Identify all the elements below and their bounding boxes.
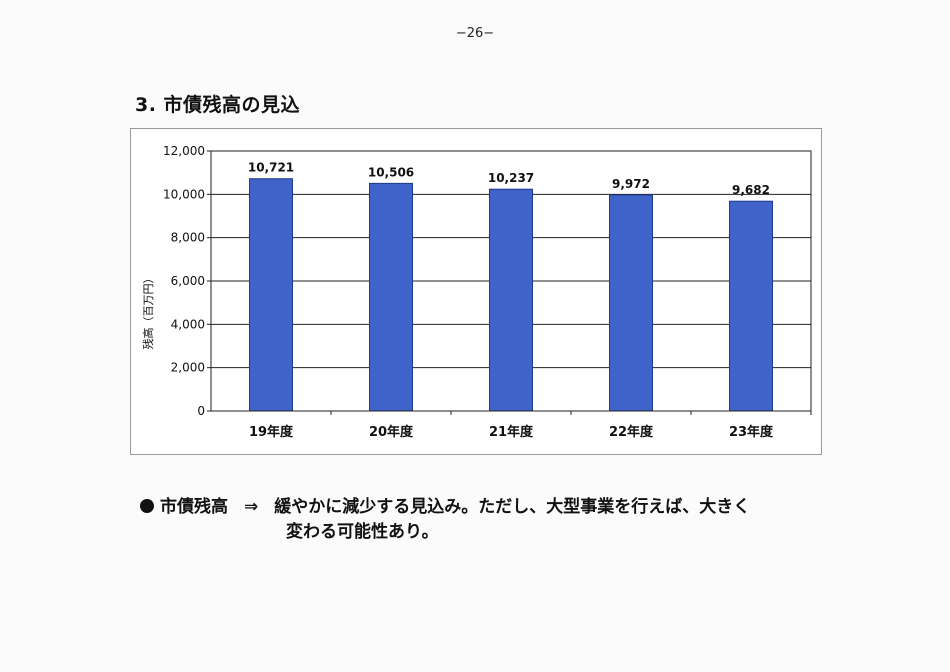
y-tick-label: 8,000: [171, 231, 205, 245]
bar: [609, 194, 653, 412]
x-tick-label: 19年度: [249, 424, 294, 440]
arrow-icon: ⇒: [244, 497, 259, 517]
note-line-2: 変わる可能性あり。: [286, 522, 439, 542]
bar: [729, 200, 773, 412]
section-title: 3. 市債残高の見込: [135, 94, 301, 116]
note-line-1: 市債残高 ⇒ 緩やかに減少する見込み。ただし、大型事業を行えば、大きく: [140, 495, 750, 520]
y-tick-label: 10,000: [163, 187, 205, 201]
value-label: 10,721: [248, 161, 294, 175]
x-tick-label: 22年度: [609, 424, 654, 440]
page-number: −26−: [455, 26, 495, 41]
x-tick-label: 20年度: [369, 424, 414, 440]
plot-area-border: [210, 150, 812, 412]
y-tick-label: 12,000: [163, 144, 205, 158]
y-tick-label: 6,000: [171, 274, 205, 288]
value-label: 9,972: [612, 177, 650, 191]
bar: [489, 188, 533, 412]
bar-chart: 0 2,000 4,000 6,000 8,000 10,000 12,000 19年度 20…: [141, 144, 812, 440]
y-tick-label: 0: [197, 404, 205, 418]
x-tick-label: 23年度: [729, 424, 774, 440]
value-label: 10,506: [368, 165, 414, 179]
y-tick-label: 4,000: [171, 317, 205, 331]
x-tick-label: 21年度: [489, 424, 534, 440]
value-label: 10,237: [488, 171, 534, 185]
bar: [369, 182, 413, 412]
note-term: 市債残高: [160, 497, 228, 517]
y-tick-label: 2,000: [171, 361, 205, 375]
y-axis-label: 残高（百万円）: [141, 273, 155, 350]
chart-frame: 0 2,000 4,000 6,000 8,000 10,000 12,000 19年度 20…: [130, 128, 822, 455]
value-label: 9,682: [732, 183, 770, 197]
bar: [249, 178, 293, 412]
bullet-icon: [140, 499, 154, 513]
note-text-1: 緩やかに減少する見込み。ただし、大型事業を行えば、大きく: [274, 497, 751, 517]
